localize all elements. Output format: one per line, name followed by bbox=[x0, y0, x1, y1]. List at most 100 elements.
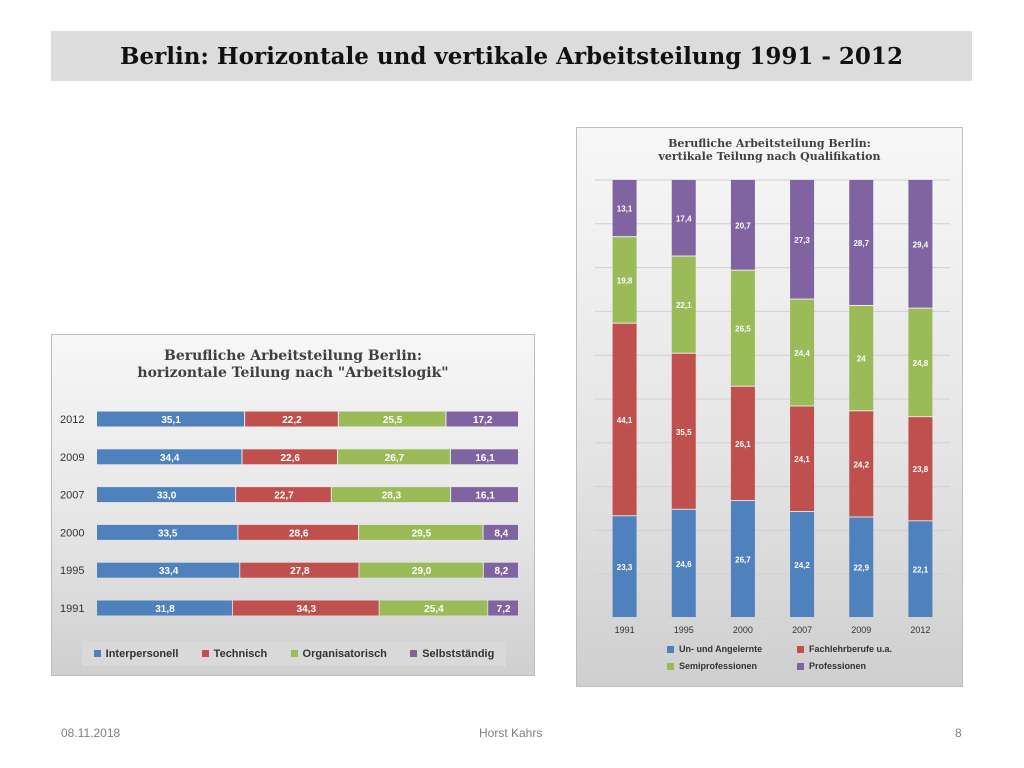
chart2-legend-swatch bbox=[667, 662, 674, 670]
chart2-bar-segment bbox=[612, 180, 637, 237]
chart2-data-label: 22,1 bbox=[676, 301, 692, 310]
chart2-data-label: 24,8 bbox=[913, 359, 929, 368]
chart2-data-label: 22,9 bbox=[853, 564, 869, 573]
chart1-legend-label: Technisch bbox=[213, 647, 268, 660]
chart1-legend-swatch bbox=[410, 650, 418, 657]
chart2-legend-label: Fachlehrberufe u.a. bbox=[809, 644, 893, 654]
chart2-bar-segment bbox=[671, 180, 696, 256]
chart2-title: Berufliche Arbeitsteilung Berlin: bbox=[668, 137, 871, 150]
chart2-bar-segment bbox=[908, 308, 933, 417]
footer-date: 08.11.2018 bbox=[61, 726, 121, 740]
chart1-bar-segment bbox=[488, 600, 518, 616]
chart2-bar-segment bbox=[790, 299, 815, 406]
chart1-bar-segment bbox=[236, 487, 331, 503]
chart2-data-label: 24,2 bbox=[853, 460, 869, 469]
chart2-bar-segment bbox=[671, 509, 696, 617]
chart1-bar-segment bbox=[232, 600, 379, 616]
chart2-legend-swatch bbox=[667, 645, 674, 653]
chart1-data-label: 26,7 bbox=[385, 453, 405, 464]
chart2-legend-label: Un- und Angelernte bbox=[679, 644, 763, 654]
chart2-data-label: 24,4 bbox=[794, 349, 810, 358]
chart1-legend-label: Selbstständig bbox=[422, 647, 495, 660]
chart1-category-label: 1995 bbox=[60, 565, 84, 577]
chart2-data-label: 26,1 bbox=[735, 440, 751, 449]
chart2-legend-label: Semiprofessionen bbox=[679, 661, 758, 671]
chart1-data-label: 25,5 bbox=[383, 415, 403, 426]
chart1-title-block: Berufliche Arbeitsteilung Berlin: horizo… bbox=[52, 348, 534, 382]
chart1-data-label: 33,5 bbox=[158, 528, 178, 539]
chart1-data-label: 16,1 bbox=[475, 491, 495, 502]
chart2-legend-label: Professionen bbox=[809, 661, 867, 671]
chart1-bar-segment bbox=[359, 562, 483, 578]
chart1-legend-swatch bbox=[201, 650, 209, 657]
chart2-category-label: 2007 bbox=[792, 625, 812, 635]
slide-title-bar: Berlin: Horizontale und vertikale Arbeit… bbox=[51, 31, 972, 81]
chart1-bar-segment bbox=[338, 449, 450, 465]
chart2-legend-swatch bbox=[797, 645, 804, 653]
chart1-bar-segment bbox=[97, 449, 242, 465]
chart2-legend-item: Fachlehrberufe u.a. bbox=[797, 644, 927, 654]
chart2-bar-segment bbox=[908, 521, 933, 617]
chart2-legend-item: Un- und Angelernte bbox=[667, 644, 797, 654]
chart1-category-label: 1991 bbox=[60, 603, 84, 615]
chart2-data-label: 44,1 bbox=[617, 416, 633, 425]
chart1-plot: 2012 35,1 22,2 25,5 17,2 2009 34,4 22,6 26,7 16,1… bbox=[60, 411, 518, 616]
chart1-legend-item: Selbstständig bbox=[410, 648, 494, 660]
chart2-category-label: 1995 bbox=[674, 625, 694, 635]
chart2-legend-item: Semiprofessionen bbox=[667, 661, 797, 671]
chart2-bar-segment bbox=[849, 305, 874, 411]
chart2-data-label: 26,5 bbox=[735, 325, 751, 334]
chart1-data-label: 16,1 bbox=[475, 453, 495, 464]
chart1-data-label: 34,4 bbox=[160, 453, 180, 464]
chart2-data-label: 24 bbox=[857, 355, 866, 364]
chart2-legend-item: Professionen bbox=[797, 661, 927, 671]
chart2-bar-segment bbox=[790, 406, 815, 512]
chart1-legend-item: Organisatorisch bbox=[290, 648, 387, 660]
chart2-data-label: 24,2 bbox=[794, 561, 810, 570]
chart1-bar-segment bbox=[242, 449, 338, 465]
chart1-legend-swatch bbox=[93, 650, 101, 657]
chart2-category-label: 2000 bbox=[733, 625, 753, 635]
chart1-data-label: 29,5 bbox=[412, 528, 432, 539]
chart1-category-label: 2007 bbox=[60, 490, 84, 502]
chart1-bar-segment bbox=[238, 524, 359, 540]
footer-page-number: 8 bbox=[955, 726, 962, 740]
chart1-data-label: 35,1 bbox=[161, 415, 181, 426]
chart2-bar-segment bbox=[671, 353, 696, 509]
chart2-data-label: 20,7 bbox=[735, 221, 751, 230]
chart2-data-label: 24,6 bbox=[676, 560, 692, 569]
chart2-bar-segment bbox=[612, 516, 637, 617]
chart2-legend: Un- und Angelernte Fachlehrberufe u.a. Sem… bbox=[667, 644, 927, 671]
chart2-data-label: 29,4 bbox=[913, 240, 929, 249]
chart2-bar-segment bbox=[612, 237, 637, 323]
chart2-data-label: 35,5 bbox=[676, 428, 692, 437]
chart2-data-label: 23,8 bbox=[913, 465, 929, 474]
footer-author: Horst Kahrs bbox=[479, 726, 543, 740]
chart1-data-label: 22,7 bbox=[274, 491, 294, 502]
chart1-bar-segment bbox=[451, 487, 518, 503]
chart1-bar-segment bbox=[97, 562, 240, 578]
chart2-plot: 23,3 44,1 19,8 13,1 1991 24,6 35,5 22,1 17,4 1995… bbox=[595, 179, 950, 635]
chart1-data-label: 22,2 bbox=[282, 415, 302, 426]
chart1-data-label: 25,4 bbox=[424, 604, 444, 615]
chart1-data-label: 28,6 bbox=[289, 528, 309, 539]
chart1-data-label: 22,6 bbox=[281, 453, 301, 464]
chart2-data-label: 24,1 bbox=[794, 455, 810, 464]
chart1-bar-segment bbox=[446, 411, 518, 427]
chart2-bar-segment bbox=[908, 417, 933, 521]
chart1-bar-segment bbox=[97, 524, 238, 540]
chart2-bar-segment bbox=[790, 180, 815, 299]
chart2-data-label: 22,1 bbox=[913, 566, 929, 575]
chart1-bar-segment bbox=[97, 487, 236, 503]
chart2-legend-swatch bbox=[797, 662, 804, 670]
chart2-category-label: 2009 bbox=[851, 625, 871, 635]
chart1-category-label: 2012 bbox=[60, 414, 84, 426]
chart1-title: Berufliche Arbeitsteilung Berlin: bbox=[163, 348, 422, 364]
chart2-bar-segment bbox=[671, 256, 696, 353]
chart1-bar-segment bbox=[97, 411, 245, 427]
chart2-subtitle: vertikale Teilung nach Qualifikation bbox=[658, 150, 881, 164]
chart1-data-label: 8,4 bbox=[494, 528, 508, 539]
chart2-bar-segment bbox=[730, 180, 755, 270]
chart2-data-label: 27,3 bbox=[794, 236, 810, 245]
chart2-data-label: 23,3 bbox=[617, 563, 633, 572]
